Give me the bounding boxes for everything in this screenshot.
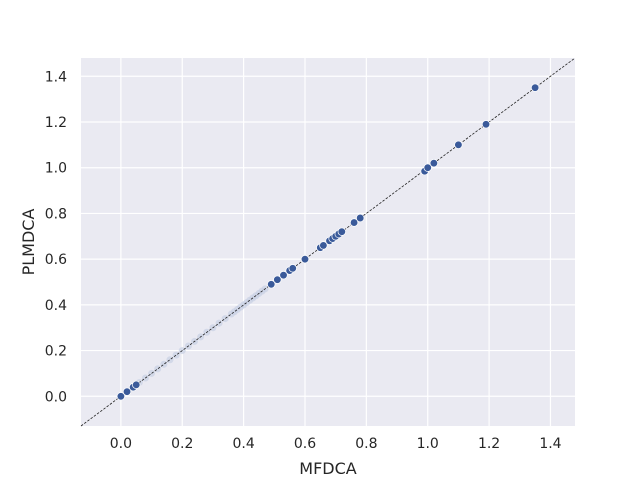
data-point [429, 158, 439, 168]
data-point [273, 275, 282, 284]
data-point [319, 241, 328, 250]
x-tick-label: 0.6 [294, 436, 316, 452]
y-tick-label: 1.2 [45, 115, 67, 131]
data-point [279, 270, 288, 280]
data-point [132, 380, 141, 390]
y-tick-label: 0.2 [45, 344, 67, 360]
x-tick-label: 0.0 [110, 436, 132, 452]
x-tick-label: 0.4 [232, 436, 254, 452]
x-tick-label: 1.2 [478, 436, 500, 452]
x-tick-label: 0.8 [355, 436, 377, 452]
x-tick-label: 1.4 [539, 436, 561, 452]
y-tick-label: 1.4 [45, 69, 67, 85]
data-point [288, 264, 297, 273]
data-point [454, 140, 463, 150]
data-point [300, 254, 310, 264]
data-point [530, 83, 540, 92]
points-series [116, 83, 540, 401]
data-point [423, 163, 432, 172]
x-tick-label: 0.2 [171, 436, 193, 452]
data-point [481, 120, 491, 129]
x-axis-label: MFDCA [299, 459, 357, 478]
data-point [356, 213, 365, 223]
data-point [166, 356, 174, 364]
data-point [337, 227, 346, 236]
data-point [116, 392, 126, 401]
data-point [349, 218, 359, 227]
grid [81, 58, 575, 426]
data-point [221, 315, 229, 323]
y-tick-label: 0.6 [45, 252, 67, 268]
data-point [267, 280, 276, 289]
y-tick-label: 0.4 [45, 298, 67, 314]
y-tick-label: 0.8 [45, 206, 67, 222]
data-point [122, 387, 132, 396]
x-axis-ticks: 0.0 0.2 0.4 0.6 0.8 1.0 1.2 1.4 [110, 436, 562, 452]
y-axis-ticks: 0.0 0.2 0.4 0.6 0.8 1.0 1.2 1.4 [45, 69, 67, 405]
y-axis-label: PLMDCA [19, 209, 38, 276]
x-tick-label: 1.0 [417, 436, 439, 452]
y-tick-label: 1.0 [45, 161, 67, 177]
y-tick-label: 0.0 [45, 389, 67, 405]
